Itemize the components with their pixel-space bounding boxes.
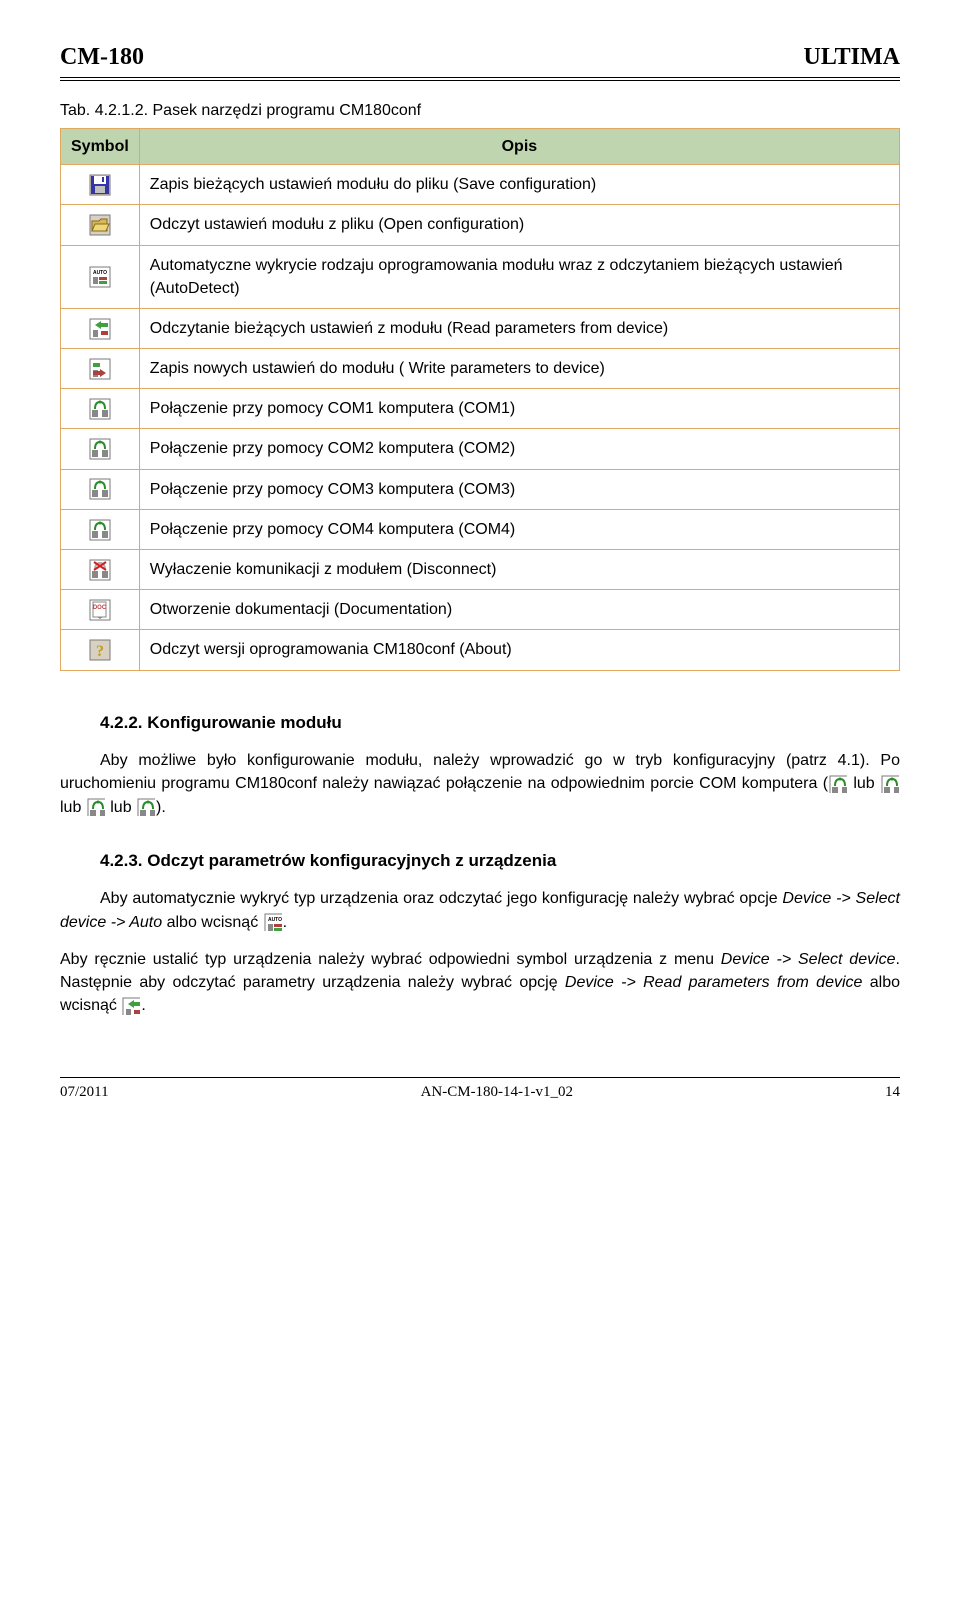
write-icon — [89, 358, 111, 380]
para-423-1: Aby automatycznie wykryć typ urządzenia … — [60, 887, 900, 933]
about-icon — [89, 639, 111, 661]
table-row: Połączenie przy pomocy COM1 komputera (C… — [61, 389, 900, 429]
lub1: lub — [848, 775, 880, 792]
save-icon — [89, 174, 111, 196]
auto-icon-inline — [264, 913, 282, 931]
doc-icon — [89, 599, 111, 621]
table-caption: Tab. 4.2.1.2. Pasek narzędzi programu CM… — [60, 99, 900, 122]
com2-icon — [89, 438, 111, 460]
table-row: Automatyczne wykrycie rodzaju oprogramow… — [61, 245, 900, 308]
desc-cell: Zapis bieżących ustawień modułu do pliku… — [139, 165, 899, 205]
heading-422: 4.2.2. Konfigurowanie modułu — [100, 711, 900, 736]
open-icon — [89, 214, 111, 236]
com1-icon — [829, 775, 847, 793]
para-423-2: Aby ręcznie ustalić typ urządzenia należ… — [60, 948, 900, 1018]
p4232a: Aby ręcznie ustalić typ urządzenia należ… — [60, 951, 721, 968]
icon-cell — [61, 630, 140, 670]
toolbar-table: Symbol Opis Zapis bieżących ustawień mod… — [60, 128, 900, 671]
table-row: Odczyt ustawień modułu z pliku (Open con… — [61, 205, 900, 245]
desc-cell: Połączenie przy pomocy COM3 komputera (C… — [139, 469, 899, 509]
desc-cell: Wyłaczenie komunikacji z modułem (Discon… — [139, 550, 899, 590]
icon-cell — [61, 469, 140, 509]
heading-423: 4.2.3. Odczyt parametrów konfiguracyjnyc… — [100, 849, 900, 874]
read-icon — [89, 318, 111, 340]
icon-cell — [61, 349, 140, 389]
p4231d: . — [283, 914, 287, 931]
header-right: ULTIMA — [804, 40, 900, 75]
table-row: Połączenie przy pomocy COM2 komputera (C… — [61, 429, 900, 469]
p4231a: Aby automatycznie wykryć typ urządzenia … — [100, 890, 782, 907]
desc-cell: Odczyt ustawień modułu z pliku (Open con… — [139, 205, 899, 245]
col-symbol: Symbol — [61, 128, 140, 164]
footer-left: 07/2011 — [60, 1082, 109, 1104]
table-row: Wyłaczenie komunikacji z modułem (Discon… — [61, 550, 900, 590]
icon-cell — [61, 165, 140, 205]
table-row: Połączenie przy pomocy COM4 komputera (C… — [61, 509, 900, 549]
icon-cell — [61, 429, 140, 469]
com4-icon — [137, 798, 155, 816]
desc-cell: Połączenie przy pomocy COM4 komputera (C… — [139, 509, 899, 549]
desc-cell: Połączenie przy pomocy COM2 komputera (C… — [139, 429, 899, 469]
p4231c: albo wcisnąć — [162, 914, 263, 931]
icon-cell — [61, 245, 140, 308]
table-row: Odczyt wersji oprogramowania CM180conf (… — [61, 630, 900, 670]
icon-cell — [61, 509, 140, 549]
p4232d: Device -> Read parameters from device — [565, 974, 863, 991]
table-row: Otworzenie dokumentacji (Documentation) — [61, 590, 900, 630]
desc-cell: Otworzenie dokumentacji (Documentation) — [139, 590, 899, 630]
com1-icon — [89, 398, 111, 420]
page-header: CM-180 ULTIMA — [60, 40, 900, 81]
page-footer: 07/2011 AN-CM-180-14-1-v1_02 14 — [60, 1077, 900, 1104]
lub3: lub — [106, 799, 136, 816]
desc-cell: Automatyczne wykrycie rodzaju oprogramow… — [139, 245, 899, 308]
icon-cell — [61, 590, 140, 630]
para-422: Aby możliwe było konfigurowanie modułu, … — [60, 749, 900, 819]
p4232f: . — [141, 997, 145, 1014]
footer-right: 14 — [885, 1082, 900, 1104]
p4232b: Device -> Select device — [721, 951, 896, 968]
table-row: Zapis nowych ustawień do modułu ( Write … — [61, 349, 900, 389]
com2-icon — [881, 775, 899, 793]
lub2: lub — [60, 799, 86, 816]
table-row: Zapis bieżących ustawień modułu do pliku… — [61, 165, 900, 205]
com3-icon — [87, 798, 105, 816]
com4-icon — [89, 519, 111, 541]
icon-cell — [61, 389, 140, 429]
disc-icon — [89, 559, 111, 581]
desc-cell: Połączenie przy pomocy COM1 komputera (C… — [139, 389, 899, 429]
para-422-close: ). — [156, 799, 166, 816]
col-opis: Opis — [139, 128, 899, 164]
icon-cell — [61, 550, 140, 590]
table-row: Odczytanie bieżących ustawień z modułu (… — [61, 308, 900, 348]
auto-icon — [89, 266, 111, 288]
desc-cell: Zapis nowych ustawień do modułu ( Write … — [139, 349, 899, 389]
read-icon-inline — [122, 997, 140, 1015]
footer-center: AN-CM-180-14-1-v1_02 — [421, 1082, 573, 1104]
com3-icon — [89, 478, 111, 500]
icon-cell — [61, 205, 140, 245]
header-left: CM-180 — [60, 40, 144, 75]
table-row: Połączenie przy pomocy COM3 komputera (C… — [61, 469, 900, 509]
desc-cell: Odczyt wersji oprogramowania CM180conf (… — [139, 630, 899, 670]
icon-cell — [61, 308, 140, 348]
para-422-a: Aby możliwe było konfigurowanie modułu, … — [60, 752, 900, 792]
desc-cell: Odczytanie bieżących ustawień z modułu (… — [139, 308, 899, 348]
